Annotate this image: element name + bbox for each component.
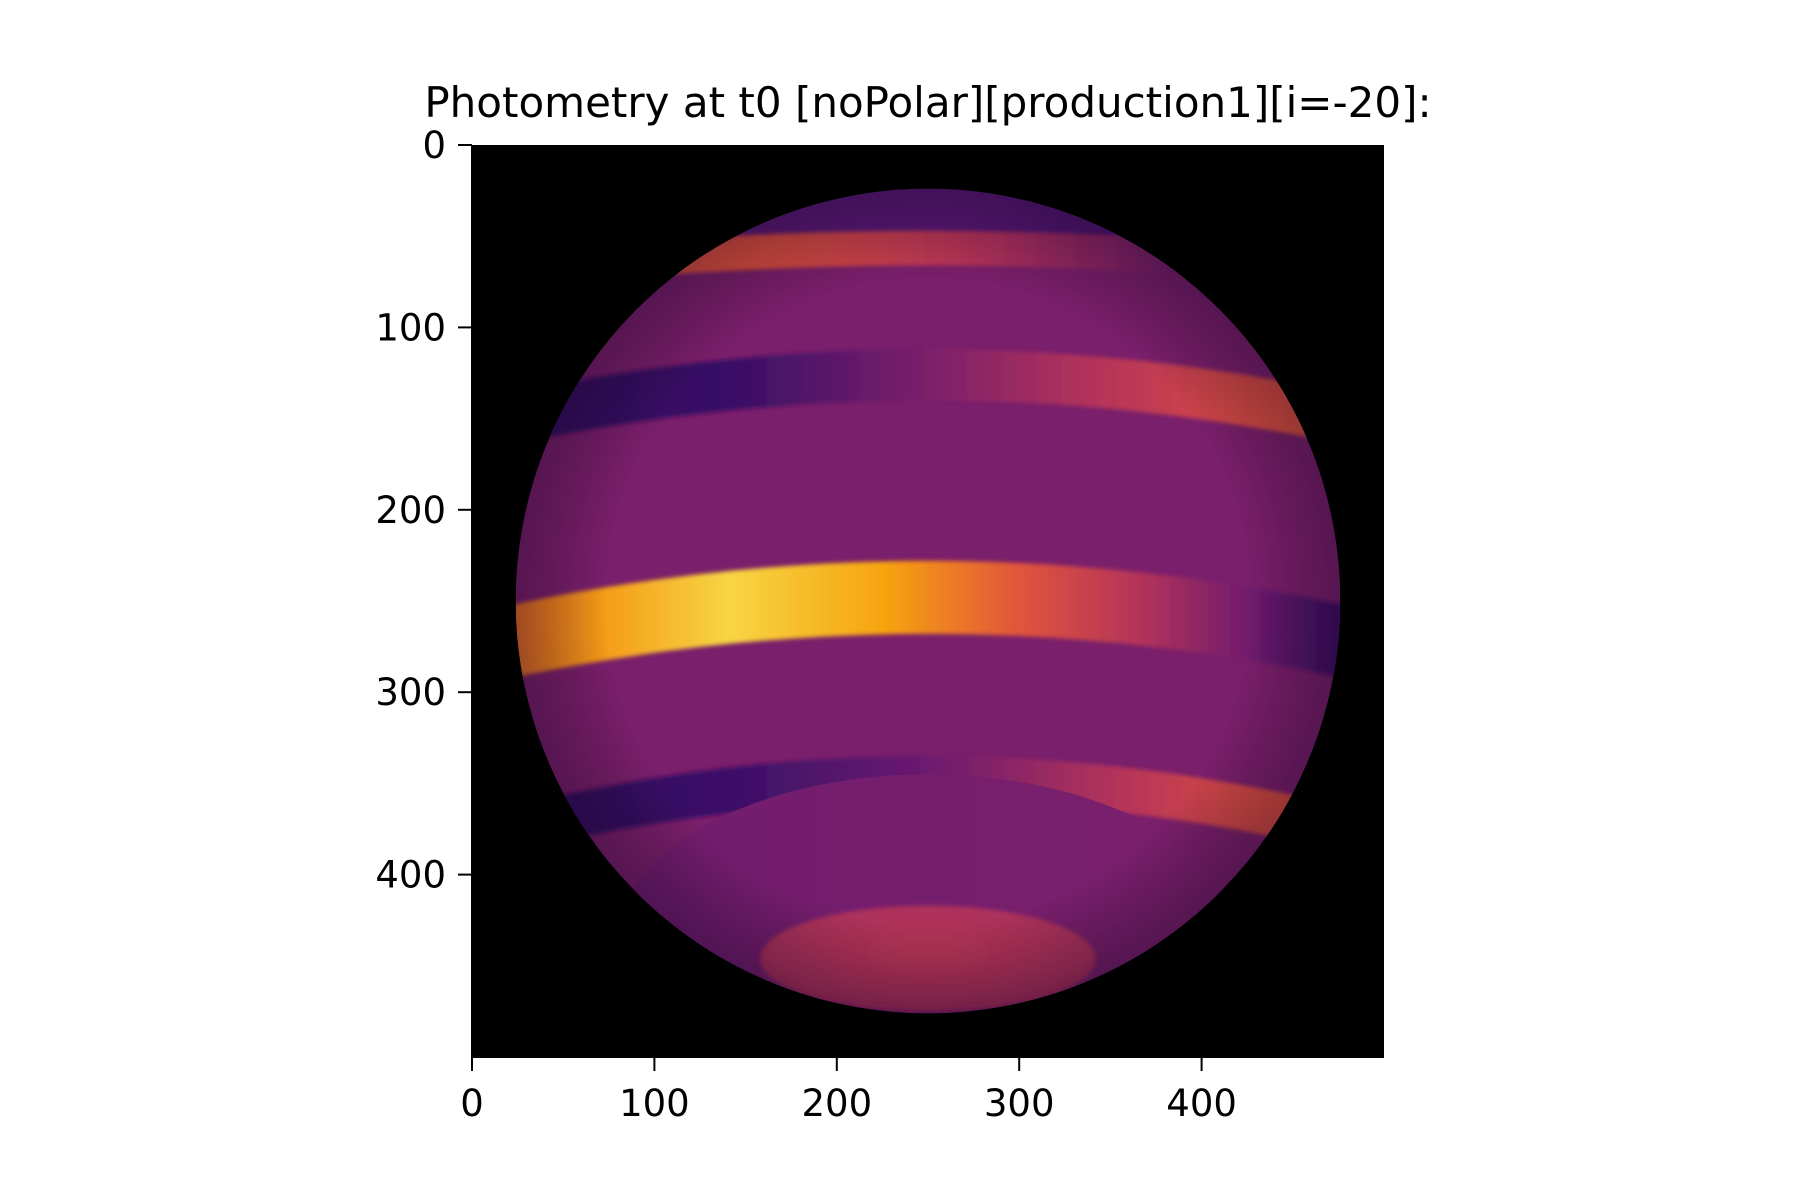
plot-area xyxy=(472,145,1384,1057)
x-tick-label: 200 xyxy=(801,1082,872,1125)
y-axis: 0 100 200 300 400 xyxy=(375,124,473,1057)
chart-title: Photometry at t0 [noPolar][production1][… xyxy=(424,78,1431,127)
x-axis: 0 100 200 300 400 xyxy=(460,1056,1384,1125)
y-tick-label: 300 xyxy=(375,671,446,714)
planet-disk xyxy=(515,188,1341,1014)
y-tick-label: 400 xyxy=(375,854,446,897)
y-tick-label: 200 xyxy=(375,489,446,532)
disk-limb-darkening xyxy=(515,188,1341,1014)
y-tick-label: 100 xyxy=(375,306,446,349)
x-tick-label: 0 xyxy=(460,1082,484,1125)
x-tick-label: 300 xyxy=(984,1082,1055,1125)
x-tick-label: 100 xyxy=(619,1082,690,1125)
x-tick-label: 400 xyxy=(1166,1082,1237,1125)
y-tick-label: 0 xyxy=(422,124,446,167)
